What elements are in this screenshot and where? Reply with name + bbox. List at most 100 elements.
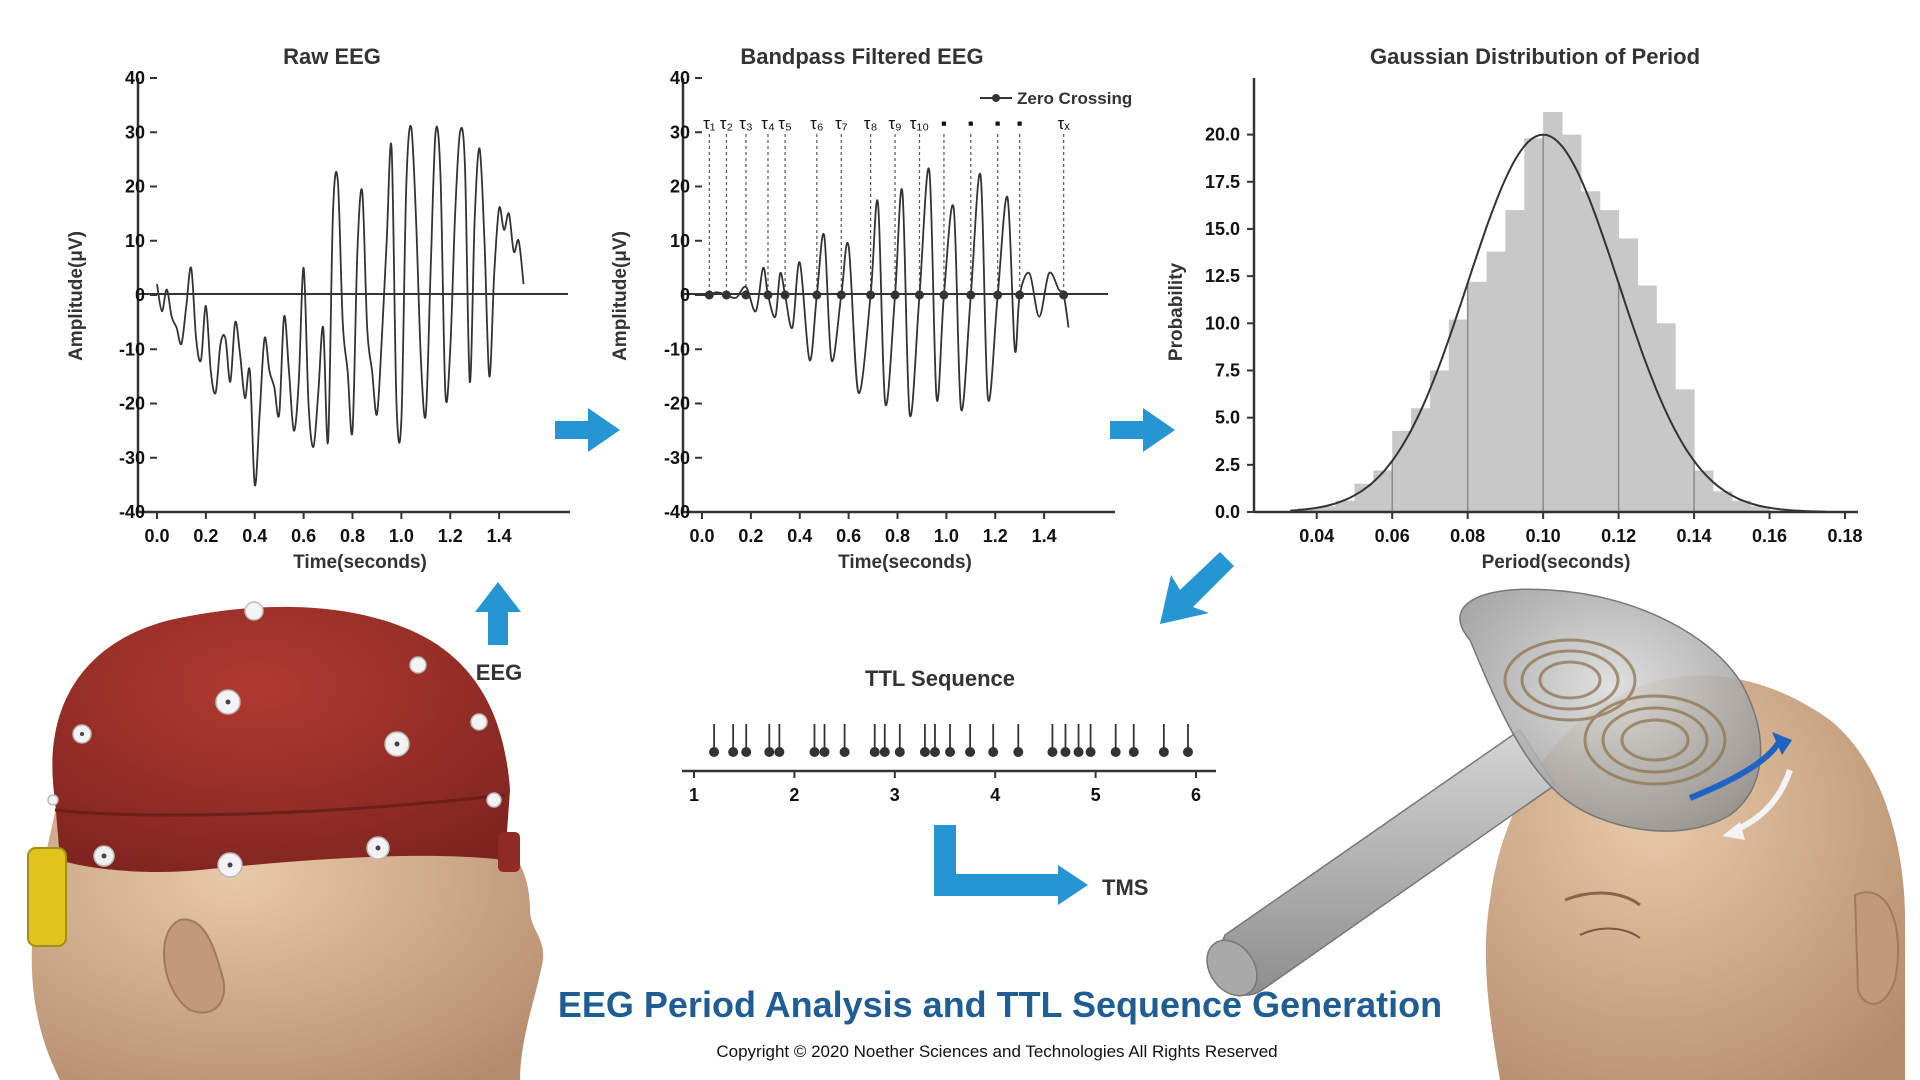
gaussian-histogram-chart: Gaussian Distribution of Period 0.0 2.5 5.…: [1166, 44, 1863, 573]
tau-label: ▪: [995, 114, 1001, 133]
ttl-title: TTL Sequence: [865, 666, 1015, 691]
histogram-bar: [1411, 408, 1431, 512]
x-tick-label: 1.0: [934, 526, 959, 546]
x-tick-label: 4: [990, 785, 1000, 805]
histogram-bar: [1731, 500, 1752, 512]
ttl-pulse-marker: [1158, 747, 1169, 757]
x-tick-label: 0.04: [1299, 526, 1334, 546]
filtered-eeg-chart: Bandpass Filtered EEG 40 30 20 10 0 -10 -20 -30…: [610, 44, 1132, 573]
x-tick-label: 0.8: [885, 526, 910, 546]
zero-crossing-marker: [721, 290, 731, 300]
y-tick-label: -20: [664, 394, 690, 414]
y-tick-label: 5.0: [1215, 408, 1240, 428]
zero-crossing-marker: [914, 290, 924, 300]
x-tick-label: 0.6: [291, 526, 316, 546]
histogram-bar: [1467, 281, 1488, 512]
x-tick-label: 2: [789, 785, 799, 805]
y-tick-label: 30: [125, 122, 145, 142]
y-tick-label: -10: [119, 339, 145, 359]
cap-strap: [498, 832, 520, 872]
ttl-pulse-marker: [1085, 747, 1096, 757]
eeg-flow-label: EEG: [476, 660, 522, 685]
ttl-pulse-marker: [919, 747, 930, 757]
x-tick-label: 3: [890, 785, 900, 805]
cap-body: [52, 606, 510, 872]
histogram-bar: [1448, 319, 1469, 512]
x-tick-label: 0.2: [193, 526, 218, 546]
copyright-text: Copyright © 2020 Noether Sciences and Te…: [716, 1042, 1277, 1061]
tau-label: τ₉: [888, 114, 901, 133]
ttl-sequence-chart: TTL Sequence 1 2 3 4 5 6: [682, 666, 1216, 805]
y-tick-label: 0: [135, 285, 145, 305]
x-tick-label: 0.06: [1375, 526, 1410, 546]
y-tick-label: 20: [670, 177, 690, 197]
histogram-bar: [1505, 210, 1525, 512]
x-tick-label: 1.0: [389, 526, 414, 546]
ttl-pulse-marker: [1128, 747, 1139, 757]
filtered-eeg-trace: [701, 167, 1070, 418]
y-tick-label: 7.5: [1215, 360, 1240, 380]
ttl-pulse-marker: [741, 747, 752, 757]
arrow-elbow-tms: [934, 825, 1060, 896]
diagram-title: EEG Period Analysis and TTL Sequence Gen…: [558, 984, 1442, 1025]
histogram-bar: [1335, 500, 1355, 512]
ttl-pulse-marker: [819, 747, 830, 757]
x-tick-label: 0.12: [1601, 526, 1636, 546]
y-tick-label: 20: [125, 177, 145, 197]
y-tick-label: -10: [664, 339, 690, 359]
ttl-pulse-marker: [1182, 747, 1193, 757]
tau-label: τ₈: [864, 114, 878, 133]
x-tick-label: 0.0: [144, 526, 169, 546]
legend-marker: [992, 94, 1000, 102]
zero-crossing-marker: [1059, 290, 1069, 300]
tms-coil-windings: [1503, 638, 1727, 786]
arrow-right-2: [1110, 408, 1175, 452]
arrow-right-1: [555, 408, 620, 452]
tau-label: ▪: [1017, 114, 1023, 133]
arrow-up-eeg: [475, 582, 521, 645]
y-tick-label: -20: [119, 394, 145, 414]
filtered-eeg-title: Bandpass Filtered EEG: [740, 44, 983, 69]
tau-label: ▪: [941, 114, 947, 133]
tau-label: τ₁: [703, 114, 716, 133]
zero-crossing-marker: [836, 290, 846, 300]
hist-y-label: Probability: [1166, 262, 1187, 361]
zero-crossing-marker: [939, 290, 949, 300]
ttl-pulse-marker: [929, 747, 940, 757]
tms-current-arrow-white: [1733, 769, 1793, 833]
ttl-pulse-marker: [988, 747, 999, 757]
tau-label: τ₃: [739, 114, 753, 133]
tau-label: τ₇: [835, 114, 848, 133]
tms-current-arrow-blue: [1688, 738, 1783, 801]
histogram-bar: [1580, 191, 1601, 512]
y-tick-label: 2.5: [1215, 455, 1240, 475]
raw-eeg-trace: [156, 124, 525, 487]
y-tick-label: -30: [664, 448, 690, 468]
x-tick-label: 0.08: [1450, 526, 1485, 546]
ttl-pulse-marker: [809, 747, 820, 757]
x-tick-label: 1.4: [1032, 526, 1057, 546]
histogram-bar: [1543, 111, 1563, 513]
x-tick-label: 0.4: [787, 526, 812, 546]
raw-eeg-title: Raw EEG: [283, 44, 381, 69]
y-tick-label: 0: [680, 285, 690, 305]
x-tick-label: 1.4: [487, 526, 512, 546]
ttl-pulse-marker: [965, 747, 976, 757]
x-tick-label: 0.10: [1526, 526, 1561, 546]
x-tick-label: 0.6: [836, 526, 861, 546]
ttl-pulse-marker: [1047, 747, 1058, 757]
histogram-bar: [1675, 389, 1695, 512]
tau-label: τₓ: [1058, 114, 1071, 133]
y-tick-label: 40: [125, 68, 145, 88]
histogram-bar: [1712, 491, 1733, 512]
ttl-pulse-marker: [1073, 747, 1084, 757]
raw-x-label: Time(seconds): [293, 552, 427, 573]
y-tick-label: 17.5: [1205, 172, 1240, 192]
x-tick-label: 0.2: [738, 526, 763, 546]
filtered-x-label: Time(seconds): [838, 552, 972, 573]
zero-crossing-legend: Zero Crossing: [980, 89, 1132, 108]
y-tick-label: -40: [664, 502, 690, 522]
ttl-pulse-marker: [839, 747, 850, 757]
ttl-pulse-marker: [709, 747, 720, 757]
